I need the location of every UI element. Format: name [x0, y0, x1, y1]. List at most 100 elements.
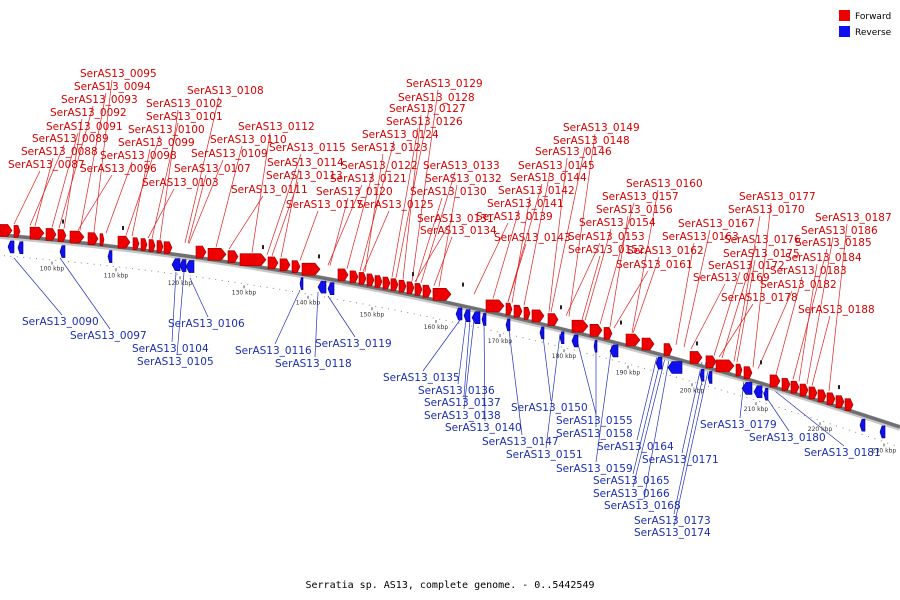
- scale-dot: [746, 397, 748, 399]
- reverse-gene-label: SerAS13_0180: [749, 432, 826, 444]
- scale-dot: [765, 403, 767, 405]
- forward-gene-label: SerAS13_0148: [553, 135, 630, 147]
- scale-dot: [240, 282, 242, 284]
- forward-gene-label: SerAS13_0101: [146, 111, 223, 123]
- reverse-gene-arrow: [559, 331, 565, 345]
- forward-gene-label: SerAS13_0107: [174, 163, 251, 175]
- forward-gene-arrow: [117, 235, 131, 249]
- scale-dot: [183, 274, 185, 276]
- forward-connector-line: [581, 255, 601, 320]
- scale-dot: [292, 290, 293, 292]
- reverse-gene-label: SerAS13_0159: [556, 463, 633, 475]
- forward-gene-arrow: [148, 239, 156, 252]
- forward-gene-arrow: [57, 229, 67, 242]
- scale-dot: [247, 283, 249, 285]
- reverse-connector-line: [595, 343, 613, 463]
- forward-gene-arrow: [826, 392, 836, 406]
- reverse-gene-arrow: [171, 258, 181, 271]
- forward-connector-line: [507, 183, 543, 302]
- forward-gene-label: SerAS13_0186: [801, 225, 878, 237]
- forward-connector-line: [713, 271, 741, 356]
- forward-connector-line: [77, 174, 113, 231]
- reverse-gene-label: SerAS13_0179: [700, 419, 777, 431]
- reverse-connector-line: [314, 291, 319, 358]
- forward-connector-line: [736, 259, 756, 363]
- forward-connector-line: [584, 228, 612, 321]
- reverse-gene-arrow: [299, 277, 304, 290]
- axis-marker: [62, 219, 64, 224]
- forward-connector-line: [391, 127, 419, 278]
- forward-gene-label: SerAS13_0095: [80, 68, 157, 80]
- forward-connector-line: [411, 89, 439, 282]
- scale-tick-label: 120 kbp: [168, 280, 193, 287]
- scale-dot: [132, 268, 133, 270]
- reverse-gene-label: SerAS13_0119: [315, 338, 392, 350]
- scale-dot: [413, 313, 415, 315]
- forward-gene-arrow: [835, 395, 845, 409]
- scale-dot: [880, 440, 882, 442]
- scale-dot: [234, 281, 236, 283]
- forward-connector-line: [414, 224, 450, 282]
- forward-gene-label: SerAS13_0142: [498, 185, 575, 197]
- scale-tick-label: 210 kbp: [744, 406, 769, 413]
- forward-connector-line: [806, 236, 834, 385]
- reverse-connector-line: [274, 289, 301, 345]
- reverse-gene-arrow: [471, 311, 481, 324]
- scale-dot: [618, 361, 620, 363]
- forward-connector-line: [690, 283, 726, 350]
- scale-dot: [836, 425, 837, 427]
- scale-dot: [407, 312, 409, 314]
- forward-gene-arrow: [301, 262, 321, 276]
- scale-dot: [644, 367, 645, 369]
- scale-dot: [708, 385, 709, 387]
- scale-dot: [740, 395, 741, 397]
- legend-forward-label: Forward: [855, 12, 891, 22]
- forward-connector-line: [438, 184, 458, 287]
- reverse-connector-line: [422, 319, 461, 372]
- forward-gene-arrow: [817, 389, 827, 403]
- reverse-gene-arrow: [667, 361, 683, 374]
- forward-connector-line: [346, 171, 374, 269]
- forward-gene-label: SerAS13_0103: [142, 177, 219, 189]
- forward-connector-line: [184, 96, 220, 243]
- forward-gene-label: SerAS13_0098: [100, 150, 177, 162]
- axis-marker: [462, 282, 464, 287]
- forward-gene-arrow: [523, 307, 531, 320]
- reverse-gene-arrow: [107, 250, 113, 263]
- scale-dot: [842, 427, 844, 429]
- forward-gene-label: SerAS13_0122: [341, 160, 418, 172]
- scale-dot: [87, 263, 89, 265]
- scale-dot: [573, 349, 575, 351]
- scale-dot: [458, 322, 460, 324]
- scale-dot: [349, 301, 351, 303]
- axis-marker: [262, 245, 264, 250]
- forward-gene-label: SerAS13_0156: [596, 204, 673, 216]
- scale-dot: [861, 433, 863, 435]
- legend-forward-swatch: [839, 10, 850, 21]
- scale-dot: [253, 284, 255, 286]
- scale-dot: [791, 411, 793, 413]
- reverse-gene-label: SerAS13_0171: [642, 454, 719, 466]
- legend-reverse-label: Reverse: [855, 28, 892, 38]
- reverse-connector-line: [681, 361, 703, 454]
- forward-connector-line: [675, 242, 695, 345]
- scale-dot: [125, 267, 127, 269]
- forward-gene-arrow: [422, 284, 432, 298]
- forward-connector-line: [757, 290, 793, 369]
- scale-dot: [343, 299, 345, 301]
- forward-gene-arrow: [513, 304, 523, 318]
- reverse-gene-arrow: [539, 326, 545, 340]
- scale-dot: [189, 275, 191, 277]
- forward-connector-line: [362, 210, 390, 272]
- forward-gene-label: SerAS13_0108: [187, 85, 264, 97]
- forward-connector-line: [79, 92, 107, 231]
- reverse-gene-arrow: [707, 371, 713, 384]
- forward-gene-label: SerAS13_0132: [425, 173, 502, 185]
- scale-dot: [586, 352, 588, 354]
- forward-gene-label: SerAS13_0129: [406, 78, 483, 90]
- forward-connector-line: [828, 223, 848, 392]
- forward-gene-arrow: [239, 253, 267, 267]
- forward-connector-line: [792, 248, 828, 380]
- scale-dot: [605, 357, 607, 359]
- forward-connector-line: [632, 256, 660, 334]
